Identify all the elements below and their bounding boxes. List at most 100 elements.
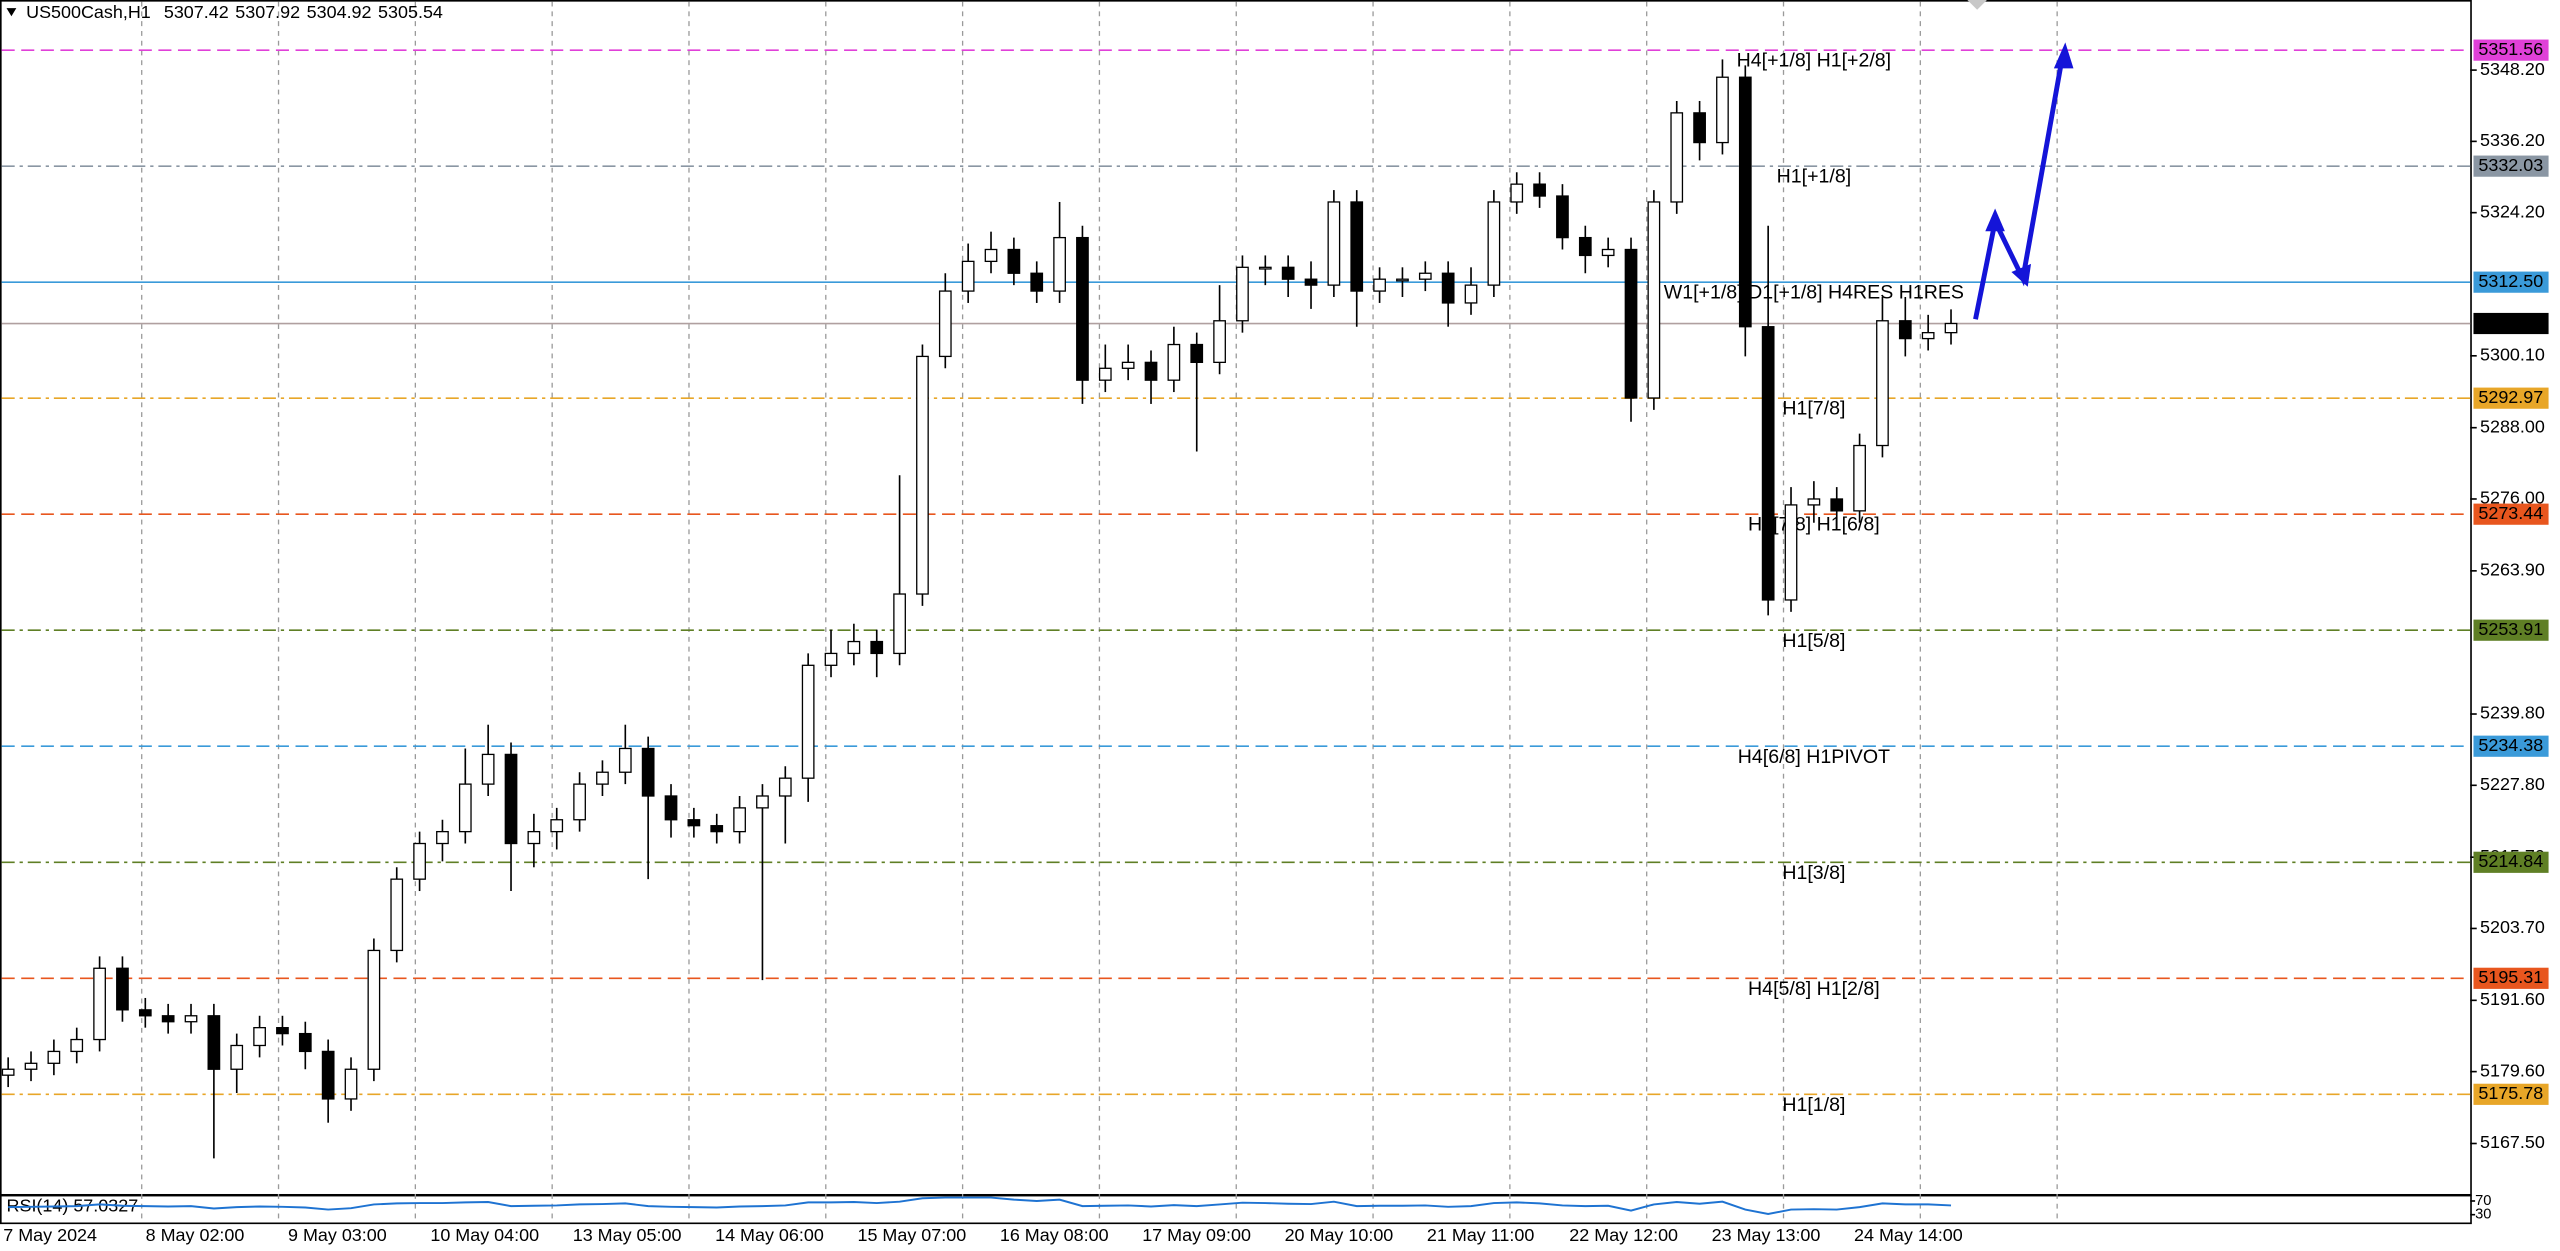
candle-body [916,355,929,595]
candle-body [253,1027,266,1047]
candle-body [138,1009,152,1017]
level-label: H1[+1/8] [1777,166,1852,188]
candle-body [1167,343,1181,381]
price-badge-label: 5305.54 [2478,312,2543,332]
forecast-arrow [1967,0,2074,320]
candle-body [1556,195,1569,239]
arrow-head [2053,42,2074,69]
quote-low: 5304.92 [307,2,372,22]
y-tick-label: 5179.60 [2480,1060,2545,1080]
candle-body [1350,201,1364,292]
price-badge [2473,1083,2549,1105]
candle-body [1304,278,1318,286]
menu-triangle [6,8,17,17]
candle-body [1236,266,1249,322]
candle-body [1647,201,1661,399]
price-badge [2473,503,2549,525]
price-badge [2473,735,2549,757]
y-tick-label: 5263.90 [2480,560,2545,580]
candle-body [687,819,701,827]
candle-body [24,1062,38,1070]
candle-body [778,777,792,797]
candle-body [1807,498,1821,506]
rsi-tick-label: 70 [2475,1193,2491,1209]
quote-close: 5305.54 [378,2,443,22]
price-badge-label: 5312.50 [2478,271,2543,291]
rsi-pane [0,1194,2472,1225]
x-tick-label: 24 May 14:00 [1854,1225,1963,1245]
price-badge-label: 5234.38 [2478,735,2543,755]
y-tick-label: 5336.20 [2480,130,2545,150]
candle-body [1693,112,1706,144]
candle-body [413,842,426,880]
candle-body [1510,183,1524,203]
candle-body [641,747,655,797]
price-badge [2473,271,2549,293]
candle-body [1144,361,1158,381]
level-label: H1[7/8] [1782,398,1845,420]
level-label: H4[6/8] H1PIVOT [1738,746,1890,768]
price-badge [2473,851,2549,873]
price-badge-label: 5332.03 [2478,155,2543,175]
y-tick-label: 5203.70 [2480,917,2545,937]
candle-body [710,825,724,833]
x-tick-label: 17 May 09:00 [1142,1225,1251,1245]
candle-body [1761,326,1775,601]
candle-body [1784,504,1798,601]
candle-body [1007,248,1021,274]
price-badge-label: 5253.91 [2478,619,2543,639]
candle-body [1578,236,1592,257]
candle-body [938,290,952,358]
y-tick-label: 5167.50 [2480,1132,2545,1152]
y-tick-label: 5288.00 [2480,416,2545,436]
x-tick-label: 9 May 03:00 [288,1225,387,1245]
x-tick-label: 10 May 04:00 [430,1225,539,1245]
candle-body [504,753,518,845]
x-tick-label: 7 May 2024 [3,1225,97,1245]
candle-body [276,1027,289,1035]
candle-body [70,1038,84,1053]
candle-body [344,1068,358,1100]
candle-body [207,1015,221,1070]
x-tick-label: 14 May 06:00 [715,1225,824,1245]
candle-body [1258,266,1272,270]
y-tick-label: 5227.80 [2480,774,2545,794]
candle-body [1464,284,1478,304]
candle-body [1030,272,1044,292]
candle-body [93,967,106,1041]
candle-body [1098,367,1112,381]
price-badge [2473,619,2549,641]
level-label: H4[5/8] H1[2/8] [1748,978,1880,1000]
shift-marker [1967,0,1987,10]
price-badge-label: 5175.78 [2478,1083,2543,1103]
candle-body [390,878,404,952]
candle-body [1327,201,1341,286]
candle-body [664,795,678,821]
quote-open: 5307.42 [164,2,229,22]
candle-body [1921,332,1935,340]
candle-body [436,830,449,845]
rsi-tick-label: 30 [2475,1207,2491,1223]
grid [141,1,2058,1224]
candle-body [618,747,632,773]
price-badge-label: 5351.56 [2478,39,2543,59]
candle-body [573,783,586,821]
candle-body [1738,76,1752,328]
candle-body [893,593,906,655]
level-label: H1[1/8] [1782,1094,1845,1116]
candle-body [1601,248,1615,257]
candle-body [1,1068,15,1076]
candle-body [801,664,815,779]
level-label: H4[7/8] H1[6/8] [1748,514,1880,536]
candle-body [116,967,129,1011]
y-tick-label: 5348.20 [2480,59,2545,79]
candle-body [161,1015,175,1023]
price-badge-label: 5292.97 [2478,387,2543,407]
candle-body [1190,343,1204,364]
candle-body [184,1015,198,1023]
candle-body [1944,322,1958,334]
candle-body [481,753,495,785]
candle-body [1716,76,1729,144]
